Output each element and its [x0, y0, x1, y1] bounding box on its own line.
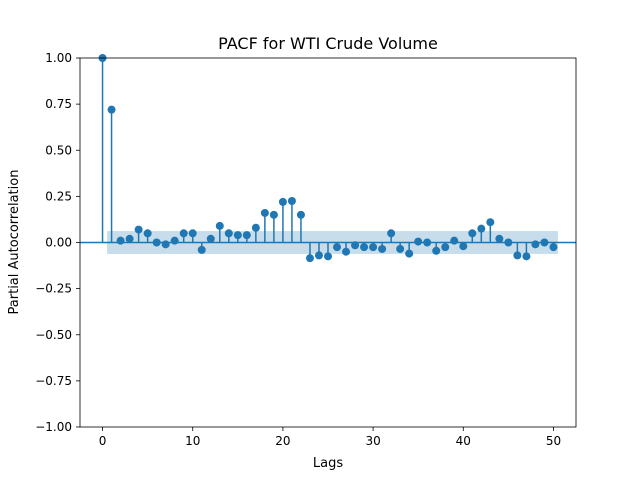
- x-tick-label: 0: [99, 434, 107, 448]
- pacf-point-lag-16: [242, 231, 251, 240]
- pacf-point-lag-20: [278, 197, 287, 206]
- x-tick-label: 20: [275, 434, 290, 448]
- y-tick-label: −0.75: [35, 374, 72, 388]
- pacf-point-lag-17: [251, 223, 260, 232]
- pacf-point-lag-5: [143, 229, 152, 238]
- pacf-point-lag-19: [269, 210, 278, 219]
- pacf-point-lag-43: [486, 218, 495, 227]
- pacf-point-lag-6: [152, 238, 161, 247]
- y-tick-label: −0.50: [35, 328, 72, 342]
- pacf-point-lag-26: [333, 243, 342, 252]
- pacf-point-lag-29: [360, 243, 369, 252]
- pacf-point-lag-4: [134, 225, 143, 234]
- pacf-point-lag-48: [531, 240, 540, 249]
- pacf-point-lag-7: [161, 240, 170, 249]
- pacf-point-lag-10: [188, 229, 197, 238]
- y-axis-label: Partial Autocorrelation: [7, 170, 22, 315]
- pacf-point-lag-21: [287, 196, 296, 205]
- pacf-point-lag-37: [432, 246, 441, 255]
- x-tick-label: 50: [546, 434, 561, 448]
- y-tick-label: 0.50: [45, 143, 72, 157]
- pacf-point-lag-47: [522, 252, 531, 261]
- marker-layer: [98, 54, 558, 263]
- y-tick-label: 0.25: [45, 189, 72, 203]
- pacf-point-lag-49: [540, 238, 549, 247]
- x-tick-label: 40: [456, 434, 471, 448]
- pacf-point-lag-35: [414, 237, 423, 246]
- pacf-point-lag-45: [504, 238, 513, 247]
- pacf-point-lag-44: [495, 234, 504, 243]
- pacf-point-lag-28: [351, 241, 360, 250]
- pacf-point-lag-15: [233, 231, 242, 240]
- pacf-point-lag-27: [342, 247, 351, 256]
- pacf-point-lag-42: [477, 224, 486, 233]
- pacf-point-lag-13: [215, 221, 224, 230]
- pacf-point-lag-8: [170, 236, 179, 245]
- pacf-point-lag-33: [396, 244, 405, 253]
- x-axis-ticks: 0 10 20 30 40 50: [99, 427, 561, 448]
- pacf-point-lag-30: [369, 243, 378, 252]
- y-axis-ticks: 1.00 0.75 0.50 0.25 0.00 −0.25 −0.50 −0.75 −1.00: [35, 51, 80, 434]
- pacf-point-lag-3: [125, 234, 134, 243]
- pacf-point-lag-23: [305, 254, 314, 263]
- pacf-point-lag-41: [468, 229, 477, 238]
- y-tick-label: 0.75: [45, 97, 72, 111]
- pacf-point-lag-14: [224, 229, 233, 238]
- pacf-point-lag-24: [314, 251, 323, 260]
- x-tick-label: 30: [365, 434, 380, 448]
- pacf-point-lag-32: [387, 229, 396, 238]
- pacf-point-lag-9: [179, 229, 188, 238]
- y-tick-label: −0.25: [35, 282, 72, 296]
- pacf-point-lag-12: [206, 234, 215, 243]
- pacf-point-lag-40: [459, 242, 468, 251]
- pacf-point-lag-36: [423, 238, 432, 247]
- y-tick-label: −1.00: [35, 420, 72, 434]
- chart-title: PACF for WTI Crude Volume: [218, 34, 438, 53]
- pacf-point-lag-11: [197, 245, 206, 254]
- pacf-point-lag-38: [441, 243, 450, 252]
- pacf-point-lag-2: [116, 236, 125, 245]
- x-tick-label: 10: [185, 434, 200, 448]
- pacf-point-lag-34: [405, 249, 414, 258]
- pacf-point-lag-46: [513, 251, 522, 260]
- pacf-point-lag-25: [324, 252, 332, 261]
- pacf-point-lag-18: [260, 208, 269, 217]
- pacf-point-lag-1: [107, 105, 116, 114]
- pacf-point-lag-50: [549, 243, 558, 252]
- pacf-point-lag-39: [450, 236, 459, 245]
- pacf-point-lag-22: [296, 210, 305, 219]
- pacf-point-lag-31: [378, 244, 387, 253]
- x-axis-label: Lags: [313, 456, 343, 471]
- y-tick-label: 1.00: [45, 51, 72, 65]
- y-tick-label: 0.00: [45, 236, 72, 250]
